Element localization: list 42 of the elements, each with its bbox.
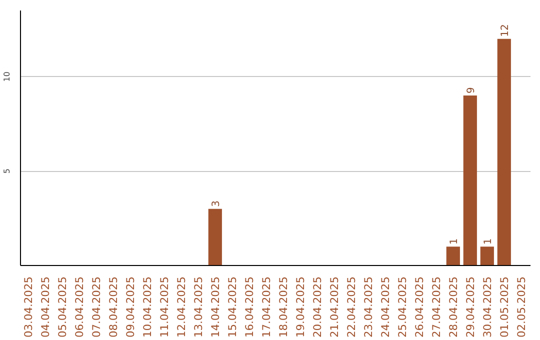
bar: [463, 96, 477, 266]
x-tick-label: 07.04.2025: [90, 276, 104, 338]
x-tick-label: 13.04.2025: [192, 276, 206, 338]
y-tick-label: 5: [2, 168, 12, 174]
x-tick-label: 17.04.2025: [260, 276, 274, 338]
x-tick-label: 27.04.2025: [430, 276, 444, 338]
x-tick-label: 06.04.2025: [73, 276, 86, 338]
x-tick-label: 16.04.2025: [243, 276, 256, 338]
bar: [208, 208, 222, 266]
x-tick-label: 09.04.2025: [124, 276, 138, 338]
x-tick-label: 22.04.2025: [345, 276, 358, 338]
x-tick-label: 19.04.2025: [294, 276, 308, 338]
x-tick-label: 04.04.2025: [39, 276, 52, 338]
x-tick-label: 30.04.2025: [481, 276, 494, 338]
data-label: 1: [449, 238, 460, 245]
x-tick-label: 18.04.2025: [277, 276, 290, 338]
data-label: 12: [500, 24, 512, 37]
x-tick-label: 24.04.2025: [379, 276, 392, 338]
x-tick-label: 01.05.2025: [498, 276, 512, 338]
x-tick-label: 23.04.2025: [362, 276, 376, 338]
x-tick-label: 26.04.2025: [413, 276, 426, 338]
x-tick-label: 12.04.2025: [175, 276, 188, 338]
data-label: 1: [483, 238, 494, 245]
x-tick-label: 05.04.2025: [56, 276, 70, 338]
x-tick-label: 15.04.2025: [226, 276, 240, 338]
bar: [497, 38, 511, 266]
x-tick-label: 03.04.2025: [22, 276, 36, 338]
x-tick-label: 21.04.2025: [328, 276, 342, 338]
data-label: 3: [211, 200, 222, 207]
x-tick-label: 29.04.2025: [464, 276, 478, 338]
x-tick-label: 25.04.2025: [396, 276, 410, 338]
x-tick-label: 11.04.2025: [158, 276, 172, 338]
x-tick-label: 08.04.2025: [107, 276, 120, 338]
x-tick-label: 20.04.2025: [311, 276, 324, 338]
x-tick-label: 28.04.2025: [447, 276, 460, 338]
x-tick-label: 10.04.2025: [141, 276, 154, 338]
x-tick-label: 14.04.2025: [209, 276, 222, 338]
x-tick-label: 02.05.2025: [515, 276, 528, 338]
data-label: 9: [466, 87, 478, 94]
bar: [446, 246, 460, 266]
bar: [480, 246, 494, 266]
y-tick-label: 10: [2, 72, 12, 82]
